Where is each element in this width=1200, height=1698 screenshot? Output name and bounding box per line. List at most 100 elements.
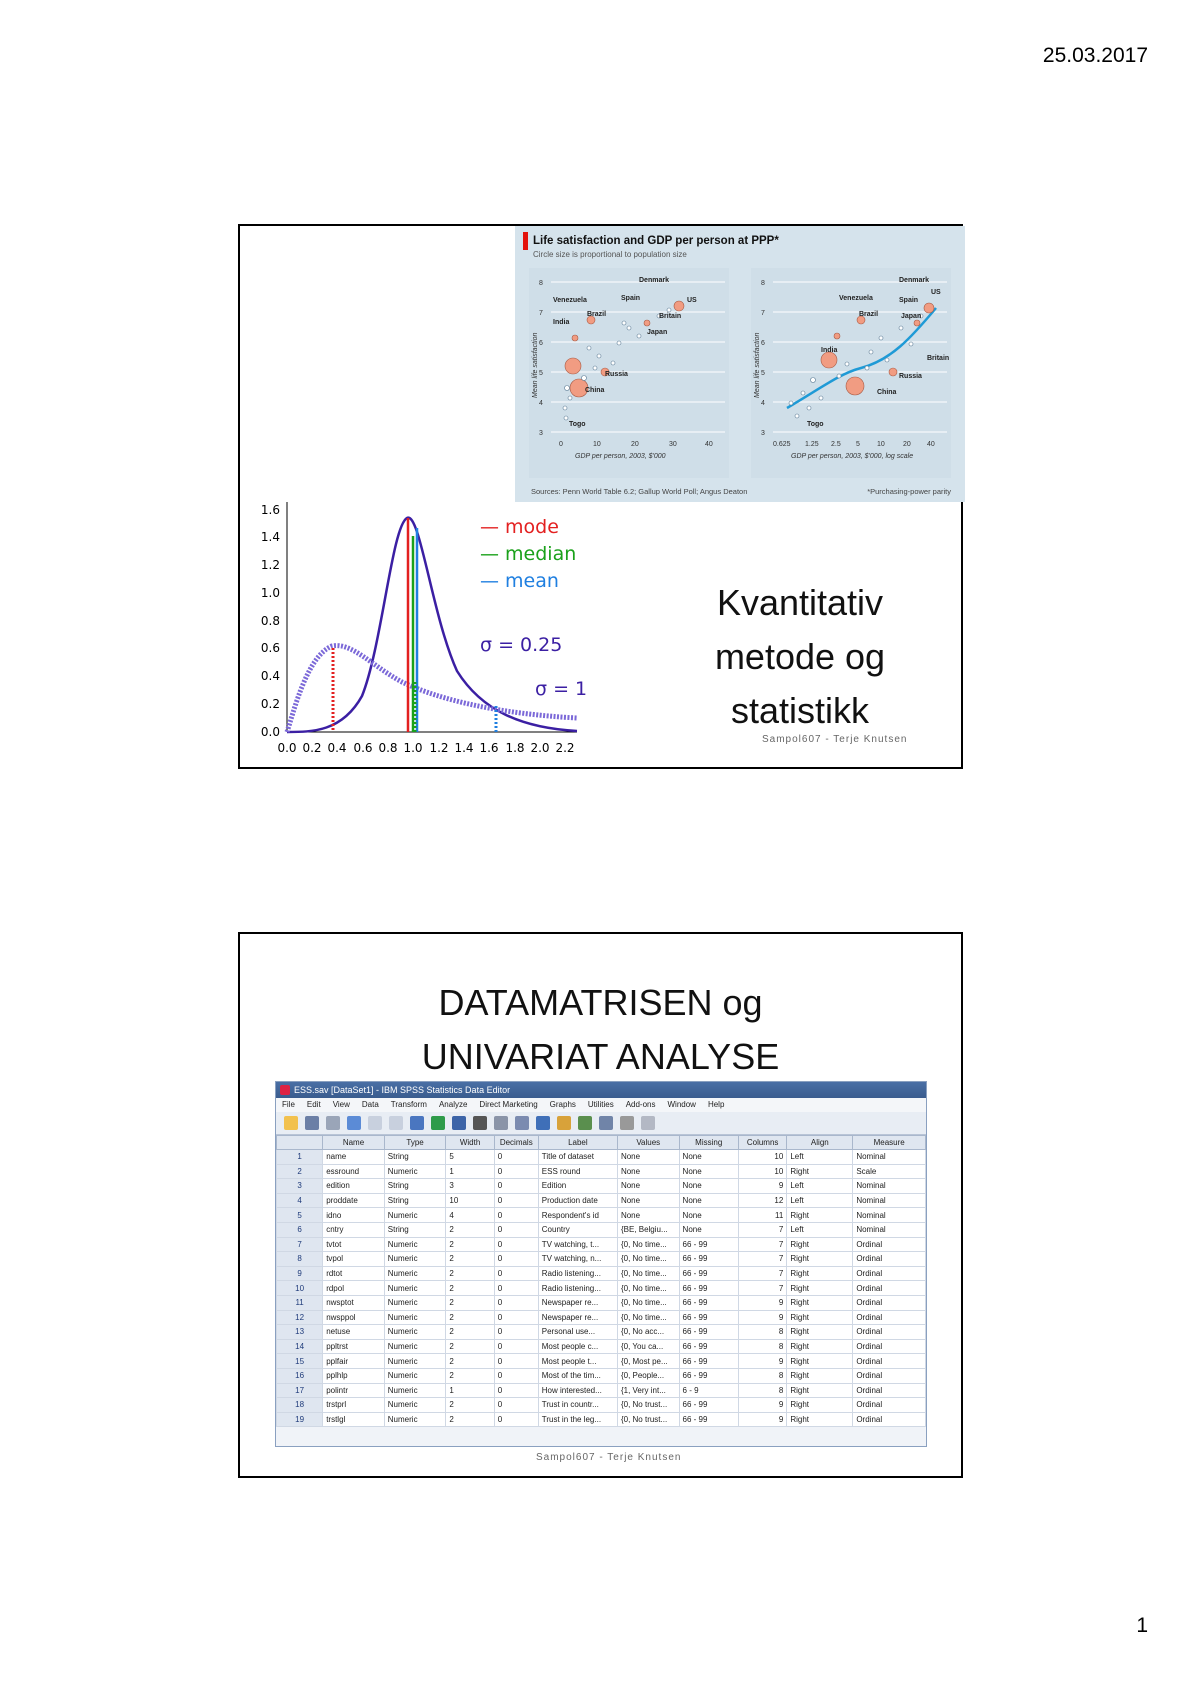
table-cell[interactable]: 66 - 99 [678, 1309, 739, 1326]
menu-item-analyze[interactable]: Analyze [438, 1100, 468, 1109]
table-cell[interactable]: netuse [322, 1324, 385, 1340]
row-number[interactable]: 12 [276, 1309, 324, 1326]
table-cell[interactable]: Most people t... [537, 1353, 618, 1369]
table-cell[interactable]: Numeric [383, 1353, 447, 1369]
table-cell[interactable]: 2 [445, 1280, 495, 1296]
spell-check-icon[interactable] [641, 1116, 655, 1130]
column-header[interactable] [276, 1135, 324, 1150]
table-cell[interactable]: 66 - 99 [678, 1236, 739, 1253]
table-cell[interactable]: 9 [737, 1397, 788, 1413]
table-cell[interactable]: Right [786, 1294, 854, 1311]
table-row[interactable]: 6 cntry String 2 0 Country {BE, Belgiu... None 7… [276, 1221, 926, 1238]
menu-item-transform[interactable]: Transform [390, 1100, 427, 1109]
row-number[interactable]: 18 [276, 1397, 324, 1413]
table-row[interactable]: 4 proddate String 10 0 Production date None Non… [276, 1192, 926, 1209]
table-cell[interactable]: 0 [493, 1207, 539, 1223]
row-number[interactable]: 11 [276, 1294, 324, 1311]
table-row[interactable]: 10 rdpol Numeric 2 0 Radio listening... {0, No… [276, 1280, 926, 1296]
redo-icon[interactable] [389, 1116, 403, 1130]
table-row[interactable]: 17 polintr Numeric 1 0 How interested... {1, V… [276, 1382, 926, 1399]
table-cell[interactable]: {0, No time... [616, 1280, 680, 1296]
table-cell[interactable]: How interested... [537, 1382, 618, 1399]
table-cell[interactable]: Production date [537, 1192, 618, 1209]
table-cell[interactable]: None [616, 1207, 680, 1223]
table-cell[interactable]: Title of dataset [537, 1149, 618, 1165]
table-row[interactable]: 14 ppltrst Numeric 2 0 Most people c... {0, Yo… [276, 1338, 926, 1355]
table-cell[interactable]: ppltrst [322, 1338, 385, 1355]
table-cell[interactable]: String [383, 1149, 447, 1165]
menu-item-window[interactable]: Window [667, 1100, 696, 1109]
select-cases-icon[interactable] [578, 1116, 592, 1130]
table-cell[interactable]: Most people c... [537, 1338, 618, 1355]
table-cell[interactable]: 6 - 9 [678, 1382, 739, 1399]
table-row[interactable]: 11 nwsptot Numeric 2 0 Newspaper re... {0, No … [276, 1294, 926, 1311]
menu-item-view[interactable]: View [332, 1100, 350, 1109]
table-cell[interactable]: Newspaper re... [537, 1294, 618, 1311]
menu-item-utilities[interactable]: Utilities [587, 1100, 614, 1109]
table-cell[interactable]: 8 [737, 1382, 788, 1399]
table-cell[interactable]: None [678, 1221, 739, 1238]
table-cell[interactable]: 0 [493, 1265, 539, 1282]
table-cell[interactable]: 4 [445, 1207, 495, 1223]
table-cell[interactable]: Numeric [383, 1411, 447, 1428]
table-cell[interactable]: Right [786, 1280, 854, 1296]
column-header[interactable]: Name [322, 1135, 385, 1150]
table-cell[interactable]: trstlgl [322, 1411, 385, 1428]
table-cell[interactable]: 0 [493, 1411, 539, 1428]
table-cell[interactable]: Ordinal [852, 1324, 926, 1340]
table-cell[interactable]: 8 [737, 1338, 788, 1355]
undo-icon[interactable] [368, 1116, 382, 1130]
table-cell[interactable]: 2 [445, 1294, 495, 1311]
table-row[interactable]: 7 tvtot Numeric 2 0 TV watching, t... {0, No t… [276, 1236, 926, 1253]
table-cell[interactable]: Ordinal [852, 1353, 926, 1369]
table-cell[interactable]: Numeric [383, 1309, 447, 1326]
table-row[interactable]: 19 trstlgl Numeric 2 0 Trust in the leg... {0,… [276, 1411, 926, 1428]
table-cell[interactable]: Ordinal [852, 1236, 926, 1253]
table-cell[interactable]: 8 [737, 1324, 788, 1340]
table-cell[interactable]: 8 [737, 1367, 788, 1384]
table-cell[interactable]: 2 [445, 1367, 495, 1384]
table-cell[interactable]: Right [786, 1236, 854, 1253]
table-cell[interactable]: Ordinal [852, 1309, 926, 1326]
table-cell[interactable]: Most of the tim... [537, 1367, 618, 1384]
recall-dialog-icon[interactable] [347, 1116, 361, 1130]
table-cell[interactable]: {0, You ca... [616, 1338, 680, 1355]
row-number[interactable]: 19 [276, 1411, 324, 1428]
table-cell[interactable]: Scale [852, 1163, 926, 1180]
goto-variable-icon[interactable] [431, 1116, 445, 1130]
table-cell[interactable]: Ordinal [852, 1294, 926, 1311]
table-cell[interactable]: 0 [493, 1338, 539, 1355]
table-cell[interactable]: String [383, 1178, 447, 1194]
table-cell[interactable]: 2 [445, 1324, 495, 1340]
menu-item-data[interactable]: Data [361, 1100, 379, 1109]
table-cell[interactable]: 2 [445, 1309, 495, 1326]
table-cell[interactable]: 1 [445, 1163, 495, 1180]
table-cell[interactable]: Left [786, 1149, 854, 1165]
table-cell[interactable]: Nominal [852, 1221, 926, 1238]
table-cell[interactable]: Numeric [383, 1236, 447, 1253]
column-header[interactable]: Decimals [493, 1135, 539, 1150]
table-cell[interactable]: TV watching, n... [537, 1251, 618, 1267]
row-number[interactable]: 16 [276, 1367, 324, 1384]
table-cell[interactable]: 12 [737, 1192, 788, 1209]
table-cell[interactable]: 66 - 99 [678, 1338, 739, 1355]
table-cell[interactable]: {0, No acc... [616, 1324, 680, 1340]
table-cell[interactable]: 2 [445, 1265, 495, 1282]
table-cell[interactable]: Nominal [852, 1149, 926, 1165]
table-cell[interactable]: 66 - 99 [678, 1367, 739, 1384]
table-cell[interactable]: 0 [493, 1149, 539, 1165]
table-row[interactable]: 18 trstprl Numeric 2 0 Trust in countr... {0, … [276, 1397, 926, 1413]
table-cell[interactable]: Ordinal [852, 1397, 926, 1413]
split-file-icon[interactable] [536, 1116, 550, 1130]
table-cell[interactable]: Right [786, 1382, 854, 1399]
table-row[interactable]: 2 essround Numeric 1 0 ESS round None None 10 Rig… [276, 1163, 926, 1180]
table-cell[interactable]: 7 [737, 1221, 788, 1238]
table-cell[interactable]: None [678, 1192, 739, 1209]
variables-icon[interactable] [452, 1116, 466, 1130]
table-cell[interactable]: Edition [537, 1178, 618, 1194]
table-cell[interactable]: Numeric [383, 1265, 447, 1282]
menu-item-graphs[interactable]: Graphs [549, 1100, 576, 1109]
column-header[interactable]: Width [445, 1135, 495, 1150]
table-cell[interactable]: 2 [445, 1236, 495, 1253]
table-cell[interactable]: nwsptot [322, 1294, 385, 1311]
